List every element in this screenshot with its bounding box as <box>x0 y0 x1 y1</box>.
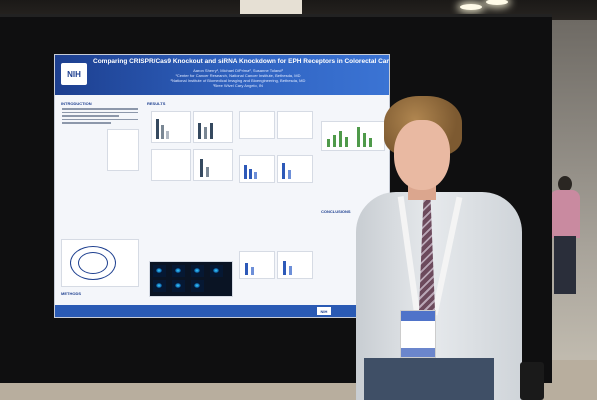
bar-chart-figure <box>239 155 275 183</box>
background-person <box>548 176 582 296</box>
micrograph <box>172 280 185 292</box>
ceiling-light <box>460 4 482 10</box>
bar-chart-figure <box>321 121 385 151</box>
bar-chart-figure <box>151 111 191 143</box>
affiliation-3: ³Bree Wivel Cary Angelo, IN <box>213 83 263 88</box>
presenter <box>350 96 530 400</box>
poster-footer: NIH <box>55 305 389 317</box>
section-conclusions: CONCLUSIONS <box>321 209 351 214</box>
chart-bar <box>204 127 207 139</box>
micrograph <box>153 265 166 277</box>
poster-header: NIH Comparing CRISPR/Cas9 Knockout and s… <box>55 55 389 95</box>
chart-bar <box>200 159 203 177</box>
text-line <box>62 115 120 117</box>
chart-bar <box>357 127 360 147</box>
schematic-figure <box>61 239 139 287</box>
bar-chart-figure <box>277 111 313 139</box>
micrograph <box>210 265 223 277</box>
schematic-ellipse <box>78 252 108 274</box>
text-line <box>62 111 138 113</box>
bar-chart-figure <box>277 251 313 279</box>
bar-chart-figure <box>151 149 191 181</box>
chart-bar <box>327 139 330 147</box>
poster-column-2: RESULTS <box>145 99 233 301</box>
research-poster: NIH Comparing CRISPR/Cas9 Knockout and s… <box>54 54 390 318</box>
chart-bar <box>198 123 201 139</box>
chart-bar <box>254 172 257 179</box>
bar-chart-figure <box>239 251 275 279</box>
presenter-face <box>394 120 450 190</box>
text-line <box>62 108 138 110</box>
section-results: RESULTS <box>147 101 166 106</box>
presenter-pants <box>364 358 494 400</box>
chart-bar <box>251 267 254 275</box>
nih-logo: NIH <box>61 63 87 85</box>
chart-bar <box>339 131 342 147</box>
chart-bar <box>166 131 169 139</box>
chart-bar <box>369 138 372 147</box>
micrograph <box>172 265 185 277</box>
chart-bar <box>282 163 285 179</box>
chart-bar <box>206 167 209 177</box>
stanchion-post <box>520 362 544 400</box>
chart-bar <box>161 125 164 139</box>
chart-bar <box>333 135 336 147</box>
chart-bar <box>289 266 292 275</box>
section-introduction: INTRODUCTION <box>61 101 92 106</box>
section-methods: METHODS <box>61 291 81 296</box>
microscopy-figure <box>149 261 233 297</box>
name-badge <box>400 310 436 358</box>
micrograph <box>191 265 204 277</box>
poster-column-1: INTRODUCTION METHODS <box>59 99 141 301</box>
author-list: Aaron Sherry¹, Michael DiPrima², Susanne… <box>193 68 283 73</box>
background-person-head <box>558 176 572 192</box>
badge-footer <box>401 348 435 357</box>
ceiling-light <box>486 0 508 5</box>
chart-bar <box>363 133 366 147</box>
bar-chart-figure <box>193 149 233 181</box>
schematic-ellipse <box>70 246 116 280</box>
bar-chart-figure <box>193 111 233 143</box>
background-person-legs <box>554 236 576 294</box>
footer-nih-logo: NIH <box>317 307 331 315</box>
text-line <box>62 122 112 124</box>
chart-bar <box>283 261 286 275</box>
chart-bar <box>245 263 248 275</box>
poster-column-4: CONCLUSIONS <box>319 99 385 301</box>
chart-bar <box>345 137 348 147</box>
pathway-figure <box>107 129 139 171</box>
background-person-shirt <box>550 190 580 238</box>
chart-bar <box>249 169 252 179</box>
affiliation-2: ²National Institute of Biomedical Imagin… <box>170 78 306 83</box>
badge-header <box>401 311 435 321</box>
text-line <box>62 118 138 120</box>
chart-bar <box>210 123 213 139</box>
micrograph <box>191 280 204 292</box>
poster-title: Comparing CRISPR/Cas9 Knockout and siRNA… <box>93 58 390 65</box>
affiliation-1: ¹Center for Cancer Research, National Ca… <box>175 73 301 78</box>
chart-bar <box>244 165 247 179</box>
poster-authors: Aaron Sherry¹, Michael DiPrima², Susanne… <box>93 68 383 88</box>
chart-bar <box>288 170 291 179</box>
bar-chart-figure <box>277 155 313 183</box>
micrograph <box>153 280 166 292</box>
bar-chart-figure <box>239 111 275 139</box>
poster-column-3 <box>237 99 315 301</box>
chart-bar <box>156 119 159 139</box>
